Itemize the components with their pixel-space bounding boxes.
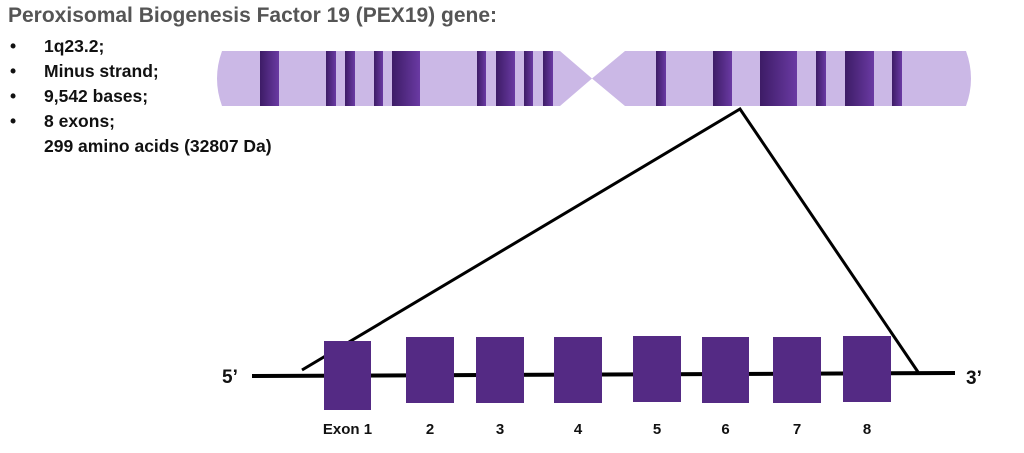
gene-facts-list: 1q23.2; Minus strand; 9,542 bases; 8 exo… <box>8 34 272 159</box>
chromosome <box>217 51 971 106</box>
exon-7 <box>773 337 821 403</box>
chromosome-band <box>760 51 797 106</box>
chromosome-band <box>477 51 486 106</box>
chromosome-band <box>524 51 533 106</box>
chromosome-band <box>816 51 826 106</box>
chromosome-band <box>496 51 515 106</box>
exon-label: 4 <box>574 421 583 438</box>
exon-3 <box>476 337 524 403</box>
exon-6 <box>702 337 749 403</box>
page-title: Peroxisomal Biogenesis Factor 19 (PEX19)… <box>8 4 498 27</box>
chromosome-band <box>543 51 553 106</box>
exon-label: 7 <box>793 421 801 438</box>
exon-4 <box>554 337 602 403</box>
chromosome-band <box>713 51 732 106</box>
chromosome-band <box>374 51 383 106</box>
chromosome-band <box>326 51 336 106</box>
exon-5 <box>633 336 681 402</box>
chromosome-band <box>892 51 902 106</box>
exon-1 <box>324 341 371 410</box>
exon-label: Exon 1 <box>323 421 372 438</box>
zoom-triangle <box>301 106 920 373</box>
chromosome-band <box>392 51 420 106</box>
exon-label: 5 <box>653 421 661 438</box>
zoom-lines <box>251 106 956 378</box>
fact-strand: Minus strand; <box>8 59 272 84</box>
exon-2 <box>406 337 454 403</box>
fact-bases: 9,542 bases; <box>8 84 272 109</box>
exon-label: 6 <box>721 421 729 438</box>
chromosome-band <box>845 51 874 106</box>
exon-track: Exon 1 2 3 4 5 6 7 8 <box>323 336 891 438</box>
chromosome-band <box>260 51 279 106</box>
chromosome-band <box>656 51 666 106</box>
five-prime-label: 5’ <box>222 367 238 388</box>
exon-8 <box>843 336 891 402</box>
exon-label: 8 <box>863 421 871 438</box>
exon-label: 3 <box>496 421 504 438</box>
exon-label: 2 <box>426 421 434 438</box>
chromosome-band <box>345 51 355 106</box>
fact-location: 1q23.2; <box>8 34 272 59</box>
three-prime-label: 3’ <box>966 368 982 389</box>
fact-exons: 8 exons; <box>8 109 272 134</box>
fact-amino-acids: 299 amino acids (32807 Da) <box>44 136 272 156</box>
